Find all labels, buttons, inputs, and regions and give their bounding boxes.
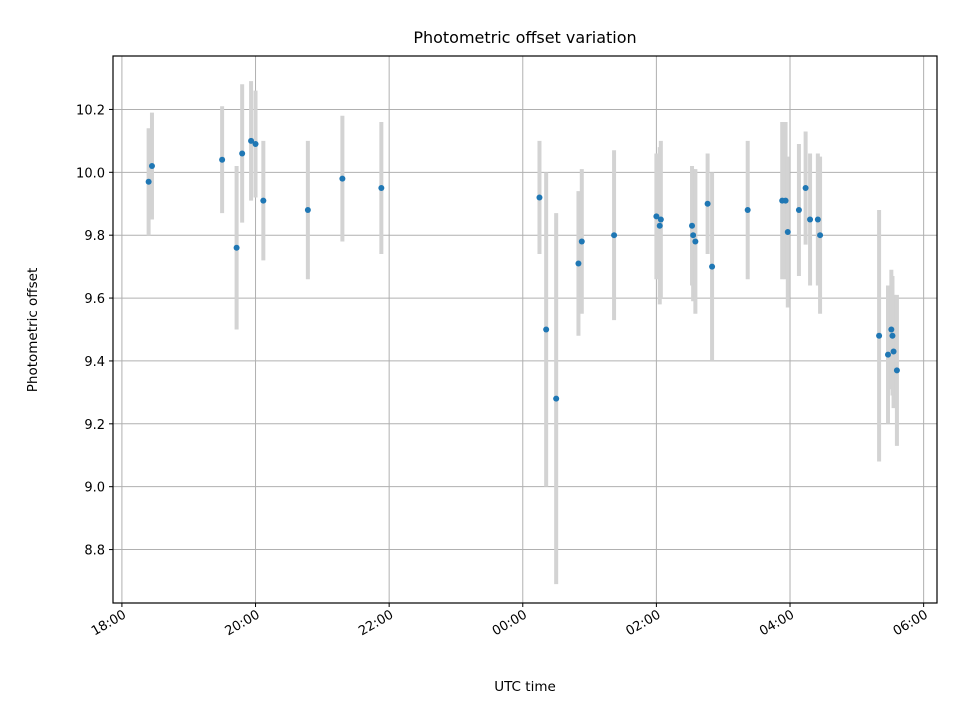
data-point: [890, 348, 897, 355]
data-point: [575, 260, 582, 267]
data-point: [239, 150, 246, 157]
data-point: [876, 332, 883, 339]
x-tick-label: 02:00: [623, 607, 663, 639]
y-axis-label: Photometric offset: [25, 268, 41, 392]
y-tick-label: 8.8: [84, 544, 105, 559]
data-point: [543, 326, 550, 333]
data-point: [339, 175, 346, 182]
data-point: [219, 156, 226, 163]
data-point: [657, 216, 664, 223]
data-point: [378, 185, 385, 192]
data-point: [817, 232, 824, 239]
y-tick-label: 10.2: [76, 103, 105, 118]
data-point: [807, 216, 814, 223]
data-point: [709, 263, 716, 270]
x-tick-label: 18:00: [89, 607, 129, 639]
data-point: [888, 326, 895, 333]
x-axis-label: UTC time: [494, 679, 556, 695]
y-tick-label: 9.2: [84, 418, 105, 433]
data-points: [145, 137, 900, 402]
data-point: [784, 229, 791, 236]
data-point: [248, 137, 255, 144]
data-point: [233, 244, 240, 251]
data-point: [304, 207, 311, 214]
data-point: [802, 185, 809, 192]
data-point: [690, 232, 697, 239]
data-point: [553, 395, 560, 402]
data-point: [704, 200, 711, 207]
data-point: [782, 197, 789, 204]
data-point: [889, 332, 896, 339]
y-tick-label: 9.8: [84, 229, 105, 244]
data-point: [814, 216, 821, 223]
y-tick-label: 9.6: [84, 292, 105, 307]
y-tick-label: 9.4: [84, 355, 105, 370]
x-tick-label: 00:00: [490, 607, 530, 639]
y-tick-label: 10.0: [76, 166, 105, 181]
x-tick-label: 04:00: [757, 607, 797, 639]
y-axis-ticks: 8.8 9.0 9.2 9.4 9.6 9.8 10.0 10.2: [76, 103, 113, 559]
data-point: [611, 232, 618, 239]
data-point: [795, 207, 802, 214]
data-point: [689, 222, 696, 229]
data-point: [885, 351, 892, 358]
data-point: [536, 194, 543, 201]
x-axis-ticks: 18:00 20:00 22:00 00:00 02:00 04:00 06:00: [89, 603, 931, 639]
data-point: [260, 197, 267, 204]
plot-frame: [112, 55, 938, 604]
data-point: [653, 213, 660, 220]
data-point: [148, 163, 155, 170]
y-tick-label: 9.0: [84, 481, 105, 496]
x-tick-label: 22:00: [356, 607, 396, 639]
x-tick-label: 20:00: [223, 607, 263, 639]
data-point: [252, 141, 259, 148]
data-point: [744, 207, 751, 214]
chart-title: Photometric offset variation: [413, 28, 636, 47]
data-point: [656, 222, 663, 229]
data-point: [893, 367, 900, 374]
data-point: [578, 238, 585, 245]
data-point: [145, 178, 152, 185]
x-tick-label: 06:00: [891, 607, 931, 639]
data-point: [692, 238, 699, 245]
